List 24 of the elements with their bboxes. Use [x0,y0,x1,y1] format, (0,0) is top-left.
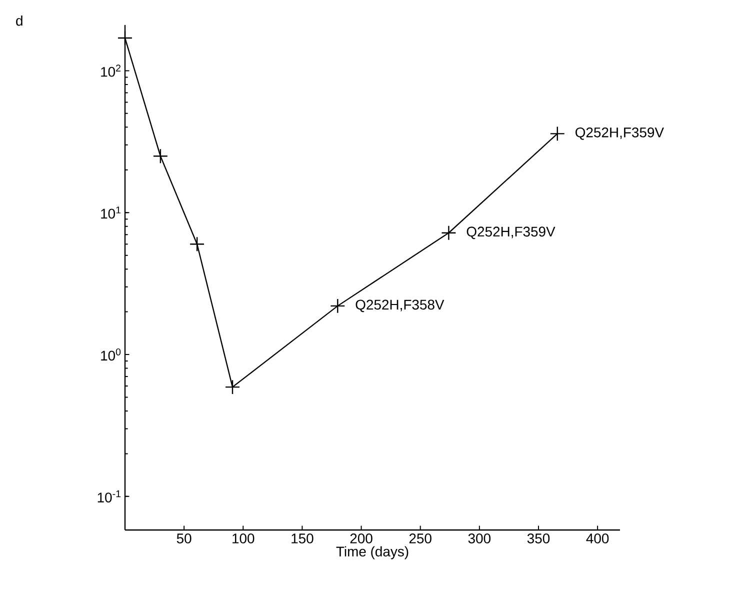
x-tick-label: 200 [350,534,372,544]
point [441,225,456,240]
y-tick-label: 10$^{1}$ [101,206,121,219]
x-tick-label: 100 [232,534,254,544]
y-tick-label: 10$^{-1}$ [98,490,121,502]
point [152,148,168,164]
x-tick-label: 400 [586,534,609,544]
y-tick-label: 10$^{0}$ [101,348,121,361]
annotation: Q252H,F358V [356,300,444,312]
point [189,236,205,252]
y-tick-label: 10$^{2}$ [101,64,120,77]
annotation: Q252H,F359V [576,127,664,140]
annotation: Q252H,F359V [466,226,556,240]
x-tick-label: 300 [468,534,491,544]
point [330,298,346,314]
x-axis-title: Time (days) [336,546,408,560]
point [550,126,565,142]
x-tick-label: 350 [527,534,550,544]
point [117,30,133,46]
point [224,379,240,395]
x-tick-label: 250 [409,534,432,544]
x-tick-label: 150 [292,534,314,544]
x-tick-label: 50 [176,534,192,544]
text: d [16,16,22,26]
